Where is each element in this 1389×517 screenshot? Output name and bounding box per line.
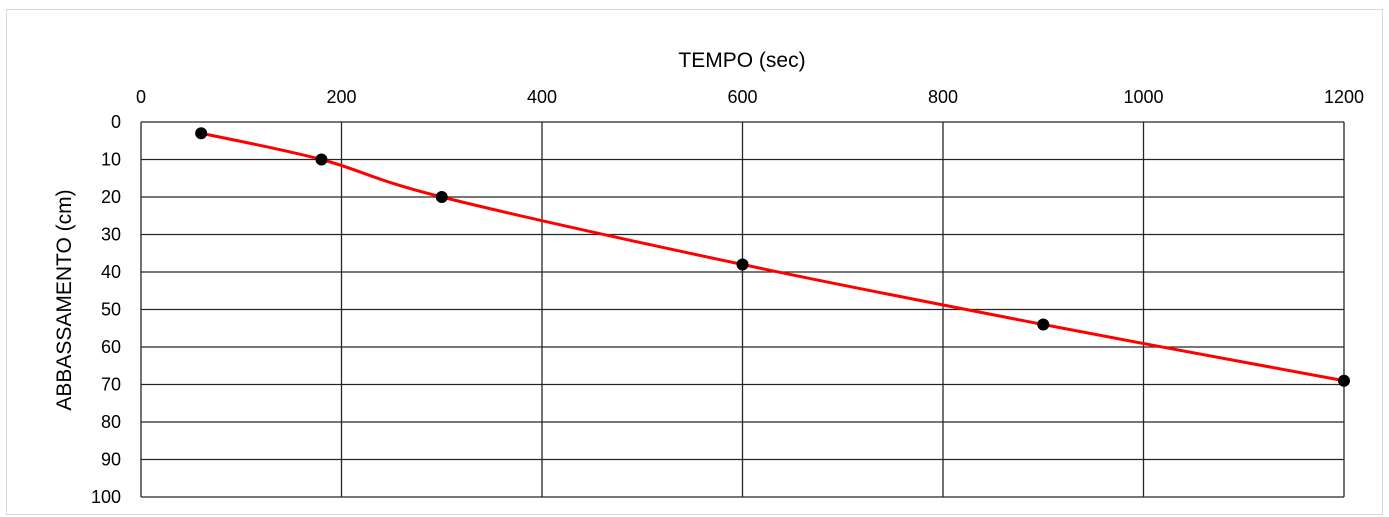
x-tick-label: 0 — [136, 87, 146, 107]
x-tick-label: 200 — [326, 87, 356, 107]
y-tick-label: 60 — [101, 337, 121, 357]
y-tick-label: 100 — [91, 487, 121, 507]
y-tick-label: 80 — [101, 412, 121, 432]
data-point — [1338, 374, 1350, 387]
x-axis-title: TEMPO (sec) — [678, 49, 805, 72]
x-tick-label: 1000 — [1123, 87, 1163, 107]
y-tick-labels: 0 10 20 30 40 50 60 70 80 90 100 — [91, 112, 121, 507]
y-tick-label: 20 — [101, 187, 121, 207]
y-axis-title: ABBASSAMENTO (cm) — [53, 189, 76, 410]
data-markers — [195, 127, 1350, 387]
horizontal-gridlines — [141, 121, 1344, 498]
data-point — [736, 258, 749, 271]
series-group — [199, 131, 1346, 383]
y-tick-label: 40 — [101, 262, 121, 282]
y-tick-label: 30 — [101, 225, 121, 245]
x-tick-label: 400 — [527, 87, 557, 107]
x-tick-label: 800 — [928, 87, 958, 107]
y-tick-label: 0 — [111, 112, 121, 132]
y-tick-label: 10 — [101, 150, 121, 170]
data-point — [435, 191, 448, 203]
chart-area — [6, 9, 1383, 515]
data-point — [315, 153, 328, 166]
series-line — [199, 131, 1346, 383]
x-tick-label: 1200 — [1324, 87, 1364, 107]
data-point — [1037, 318, 1050, 331]
y-tick-label: 90 — [101, 450, 121, 470]
data-point — [195, 127, 208, 140]
x-tick-label: 600 — [727, 87, 757, 107]
y-tick-label: 50 — [101, 300, 121, 320]
x-tick-labels: 0 200 400 600 800 1000 1200 — [136, 87, 1364, 107]
y-tick-label: 70 — [101, 375, 121, 395]
